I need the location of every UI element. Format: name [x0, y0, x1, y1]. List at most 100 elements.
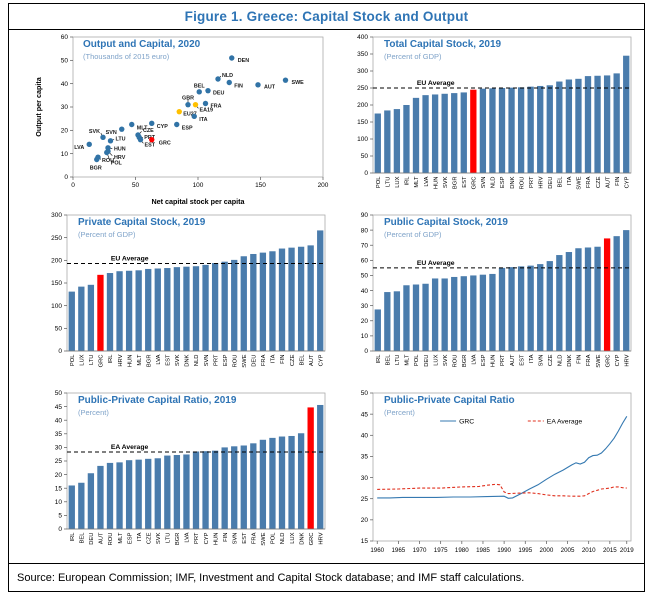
svg-text:20: 20 [361, 517, 369, 524]
svg-text:HRV: HRV [118, 354, 124, 366]
svg-text:FIN: FIN [223, 533, 229, 542]
svg-text:25: 25 [55, 458, 63, 465]
svg-text:SVN: SVN [106, 130, 117, 136]
svg-text:DNK: DNK [567, 354, 573, 366]
svg-text:DEU: DEU [548, 177, 554, 189]
svg-text:ROU: ROU [102, 158, 114, 164]
svg-text:POL: POL [111, 160, 123, 166]
svg-text:50: 50 [361, 153, 369, 160]
svg-text:0: 0 [58, 526, 62, 533]
public-private-ratio-line-chart: 15 20 25 30 35 40 45 50 1960 1965 1970 1975 1980 1985… [361, 390, 634, 554]
svg-text:NLD: NLD [222, 73, 233, 79]
svg-text:CZE: CZE [146, 532, 152, 544]
svg-text:250: 250 [357, 85, 368, 92]
svg-text:ESP: ESP [481, 354, 487, 366]
svg-text:NLD: NLD [491, 177, 497, 189]
panel-subtitle: (Percent of GDP) [384, 52, 442, 61]
svg-text:HUN: HUN [114, 147, 126, 153]
svg-text:1970: 1970 [413, 547, 427, 554]
svg-text:HUN: HUN [433, 177, 439, 190]
svg-text:POL: POL [70, 354, 76, 366]
svg-text:ESP: ESP [223, 354, 229, 366]
svg-text:1985: 1985 [476, 547, 490, 554]
svg-text:CZE: CZE [143, 128, 154, 134]
svg-text:LVA: LVA [185, 532, 191, 542]
svg-text:CZE: CZE [290, 354, 296, 366]
svg-text:DEU: DEU [252, 355, 258, 367]
svg-text:30: 30 [361, 303, 369, 310]
svg-text:20: 20 [61, 128, 69, 135]
panel-subtitle: (Thousands of 2015 euro) [83, 52, 170, 61]
svg-text:MLT: MLT [414, 176, 420, 188]
svg-text:40: 40 [55, 417, 63, 424]
svg-text:MLT: MLT [118, 532, 124, 544]
svg-text:LTU: LTU [116, 137, 126, 143]
svg-text:LVA: LVA [424, 176, 430, 186]
svg-text:0: 0 [364, 348, 368, 355]
svg-text:GRC: GRC [309, 533, 315, 546]
svg-text:SVK: SVK [443, 354, 449, 366]
svg-text:10: 10 [61, 151, 69, 158]
svg-text:FRA: FRA [252, 532, 258, 544]
svg-text:LVA: LVA [472, 354, 478, 364]
svg-text:150: 150 [357, 119, 368, 126]
svg-text:200: 200 [51, 258, 62, 265]
svg-text:SVN: SVN [538, 355, 544, 367]
svg-text:GRC: GRC [605, 355, 611, 368]
svg-text:SWE: SWE [577, 176, 583, 189]
svg-text:LTU: LTU [89, 355, 95, 366]
panel-subtitle: (Percent) [384, 408, 415, 417]
svg-text:ITA: ITA [529, 354, 535, 363]
figure-frame: Figure 1. Greece: Capital Stock and Outp… [8, 3, 645, 592]
svg-text:2015: 2015 [603, 547, 617, 554]
svg-text:LUX: LUX [395, 176, 401, 187]
svg-text:LVA: LVA [156, 354, 162, 364]
svg-text:40: 40 [61, 81, 69, 88]
svg-text:HUN: HUN [491, 355, 497, 368]
svg-text:1965: 1965 [391, 547, 405, 554]
svg-text:PRT: PRT [194, 532, 200, 544]
svg-text:EST: EST [462, 176, 468, 188]
svg-text:50: 50 [132, 182, 140, 189]
svg-text:300: 300 [357, 68, 368, 75]
svg-text:BGR: BGR [175, 533, 181, 546]
panel-public-capital-stock: 0 10 20 30 40 50 60 70 80 90 IRL BEL LTU MLT POL DEU LUX… [337, 209, 639, 385]
svg-text:HUN: HUN [127, 355, 133, 368]
svg-text:CYP: CYP [204, 532, 210, 544]
svg-text:GBR: GBR [182, 95, 194, 101]
panel-subtitle: (Percent) [78, 408, 109, 417]
svg-text:PRT: PRT [500, 354, 506, 366]
panel-public-private-ratio-timeseries: 15 20 25 30 35 40 45 50 1960 1965 1970 1975 1980 1985… [337, 387, 639, 563]
svg-text:CZE: CZE [596, 176, 602, 188]
svg-text:0: 0 [58, 348, 62, 355]
svg-text:EST: EST [145, 142, 156, 148]
svg-text:CYP: CYP [318, 354, 324, 366]
svg-text:50: 50 [361, 390, 369, 397]
svg-text:POL: POL [414, 354, 420, 366]
svg-text:EST: EST [242, 532, 248, 544]
svg-text:NLD: NLD [558, 355, 564, 367]
svg-text:BEL: BEL [80, 532, 86, 544]
figure-title: Figure 1. Greece: Capital Stock and Outp… [184, 9, 469, 24]
svg-text:350: 350 [357, 51, 368, 58]
svg-text:EST: EST [166, 354, 172, 366]
figure-header: Figure 1. Greece: Capital Stock and Outp… [9, 4, 644, 30]
svg-text:EU Average: EU Average [111, 256, 149, 263]
svg-text:ITA: ITA [567, 176, 573, 185]
svg-text:MLT: MLT [137, 354, 143, 366]
svg-text:0: 0 [364, 170, 368, 177]
svg-text:100: 100 [193, 182, 204, 189]
svg-text:Net capital stock per capita: Net capital stock per capita [151, 197, 245, 206]
svg-text:DEN: DEN [238, 58, 249, 64]
private-capital-stock-bar-chart: 0 50 100 150 200 250 300 POL LUX LTU GRC IRL HRV HUN M… [51, 212, 326, 368]
svg-text:25: 25 [361, 496, 369, 503]
svg-text:BEL: BEL [299, 354, 305, 366]
svg-text:0: 0 [64, 174, 68, 181]
svg-text:PRT: PRT [213, 354, 219, 366]
svg-text:AUT: AUT [605, 176, 611, 188]
svg-text:35: 35 [361, 454, 369, 461]
svg-text:SVK: SVK [443, 176, 449, 188]
svg-text:FRA: FRA [211, 103, 222, 109]
svg-text:SWE: SWE [242, 354, 248, 367]
